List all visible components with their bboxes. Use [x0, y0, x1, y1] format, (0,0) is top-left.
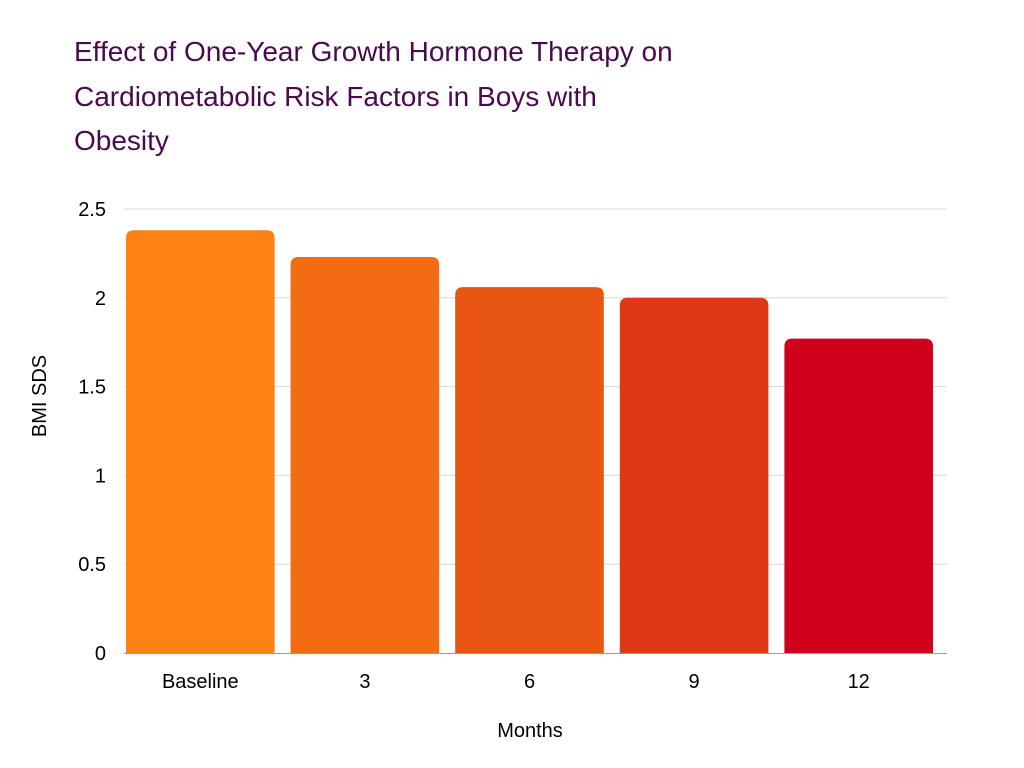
- y-tick-label: 0: [95, 643, 106, 665]
- y-tick-label: 2.5: [78, 199, 106, 221]
- y-tick-label: 0.5: [78, 554, 106, 576]
- y-tick-label: 1: [95, 465, 106, 487]
- chart-title-line-2: Cardiometabolic Risk Factors in Boys wit…: [74, 80, 597, 112]
- y-axis-label: BMI SDS: [29, 355, 51, 437]
- chart-title-line-1: Effect of One-Year Growth Hormone Therap…: [74, 36, 673, 67]
- x-tick-label: 6: [524, 671, 535, 693]
- chart-title-line-3: Obesity: [74, 125, 169, 156]
- x-axis-ticks: Baseline 3 6 9 12: [162, 671, 870, 693]
- x-tick-label: Baseline: [162, 671, 239, 693]
- bar-3: [290, 256, 440, 653]
- bar-6: [455, 287, 604, 653]
- x-tick-label: 12: [848, 671, 870, 693]
- bar-9: [619, 297, 769, 653]
- y-tick-label: 2: [95, 288, 106, 310]
- y-tick-label: 1.5: [78, 377, 106, 399]
- x-axis-label: Months: [497, 720, 563, 742]
- bar-baseline: [126, 230, 275, 653]
- y-axis-ticks: 0 0.5 1 1.5 2 2.5: [78, 199, 106, 665]
- x-tick-label: 9: [689, 671, 700, 693]
- chart-title: Effect of One-Year Growth Hormone Therap…: [74, 30, 794, 164]
- bars: [126, 230, 933, 653]
- bar-12: [784, 338, 933, 653]
- x-tick-label: 3: [359, 671, 370, 693]
